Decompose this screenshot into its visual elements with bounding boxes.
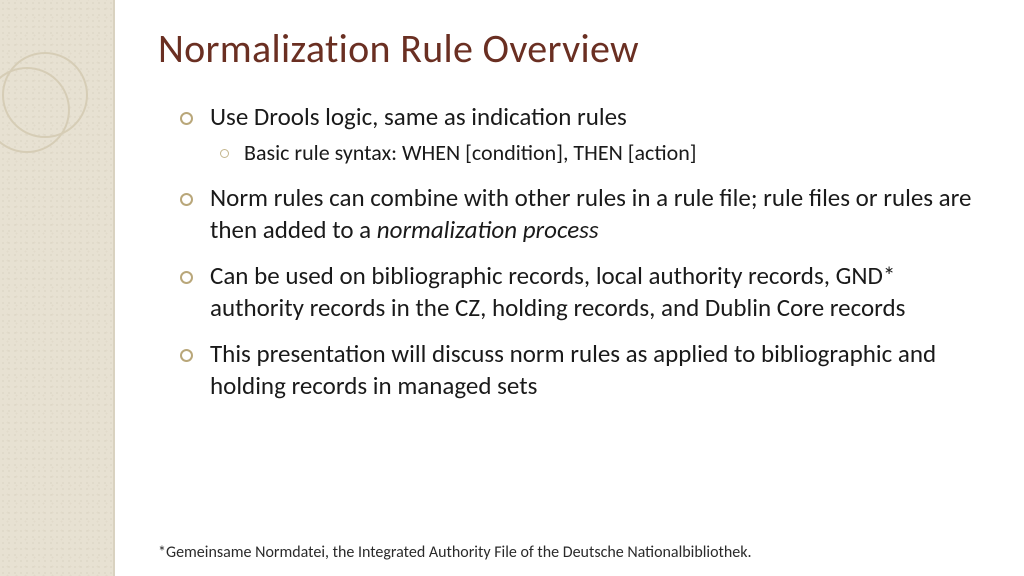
bullet-list: Use Drools logic, same as indication rul… [158,101,984,402]
bullet-1-sub-1: Basic rule syntax: WHEN [condition], THE… [244,139,984,168]
slide-content: Normalization Rule Overview Use Drools l… [128,0,1024,576]
side-texture [0,0,115,576]
bullet-3: Can be used on bibliographic records, lo… [210,260,984,324]
bullet-2: Norm rules can combine with other rules … [210,182,984,246]
bullet-4: This presentation will discuss norm rule… [210,338,984,402]
bullet-2-text-italic: normalization process [377,214,599,245]
bullet-1-sub-list: Basic rule syntax: WHEN [condition], THE… [210,139,984,168]
slide-title: Normalization Rule Overview [158,24,984,73]
bullet-1: Use Drools logic, same as indication rul… [210,101,984,168]
bullet-1-text: Use Drools logic, same as indication rul… [210,101,627,132]
slide: Normalization Rule Overview Use Drools l… [0,0,1024,576]
side-decoration [0,0,128,576]
footnote: *Gemeinsame Normdatei, the Integrated Au… [158,543,752,562]
